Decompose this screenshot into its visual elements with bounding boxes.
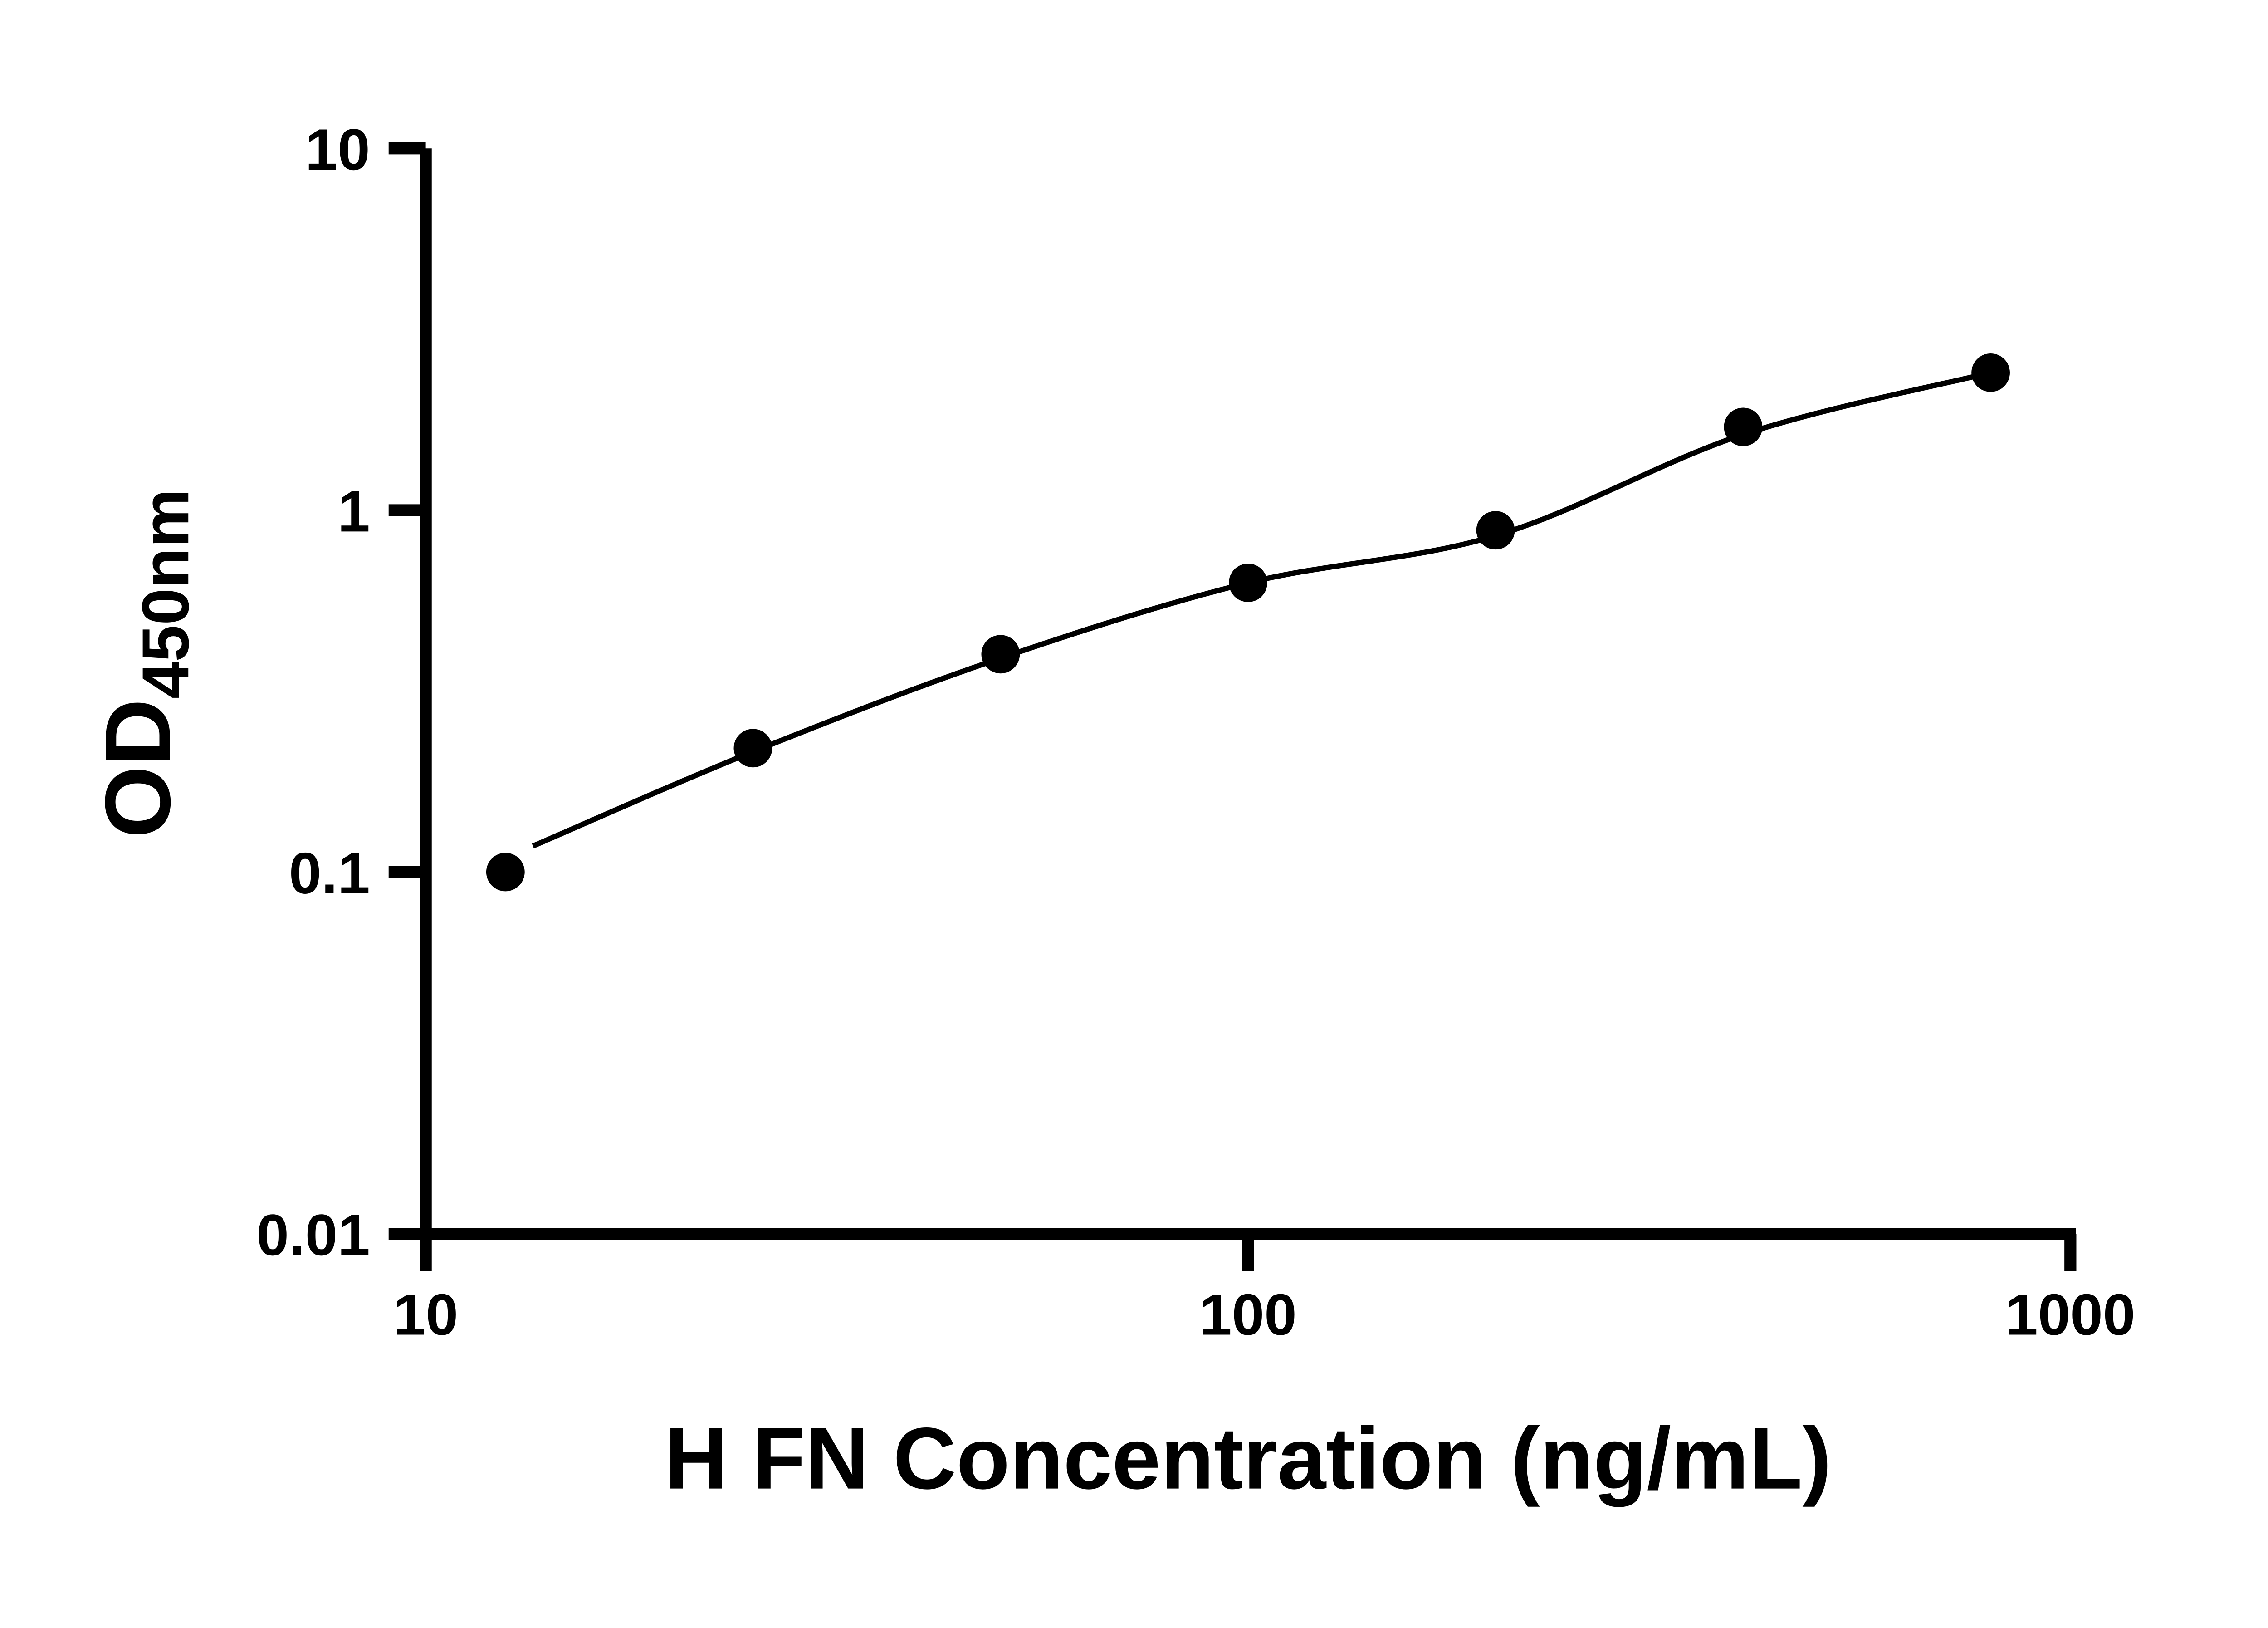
plot-area: 0.01 0.1 1 10 10 100 1000 (256, 118, 2135, 1348)
y-tick-label: 0.01 (256, 1203, 370, 1268)
fit-curve (532, 370, 1992, 848)
data-point (1724, 407, 1763, 446)
data-point (733, 729, 772, 768)
x-tick-label: 10 (393, 1283, 458, 1348)
data-point (981, 635, 1020, 674)
data-point (486, 853, 525, 892)
y-tick-label: 10 (305, 118, 370, 182)
y-axis-title-sub: 450nm (128, 489, 202, 699)
data-point (1229, 564, 1267, 602)
data-point (1476, 511, 1515, 550)
x-tick-label: 1000 (2005, 1283, 2135, 1348)
figure: 0.01 0.1 1 10 10 100 1000 OD450nm H FN Concent… (86, 118, 2135, 1507)
y-axis-title: OD450nm (86, 489, 202, 838)
y-tick-label: 1 (337, 479, 370, 544)
y-tick-label: 0.1 (289, 841, 370, 906)
x-axis-title: H FN Concentration (ng/mL) (665, 1409, 1832, 1507)
data-point (1971, 353, 2010, 392)
x-tick-label: 100 (1199, 1283, 1297, 1348)
y-axis-title-main: OD (86, 699, 190, 838)
elisa-standard-curve-chart: 0.01 0.1 1 10 10 100 1000 OD450nm H FN Concent… (86, 118, 2135, 1507)
